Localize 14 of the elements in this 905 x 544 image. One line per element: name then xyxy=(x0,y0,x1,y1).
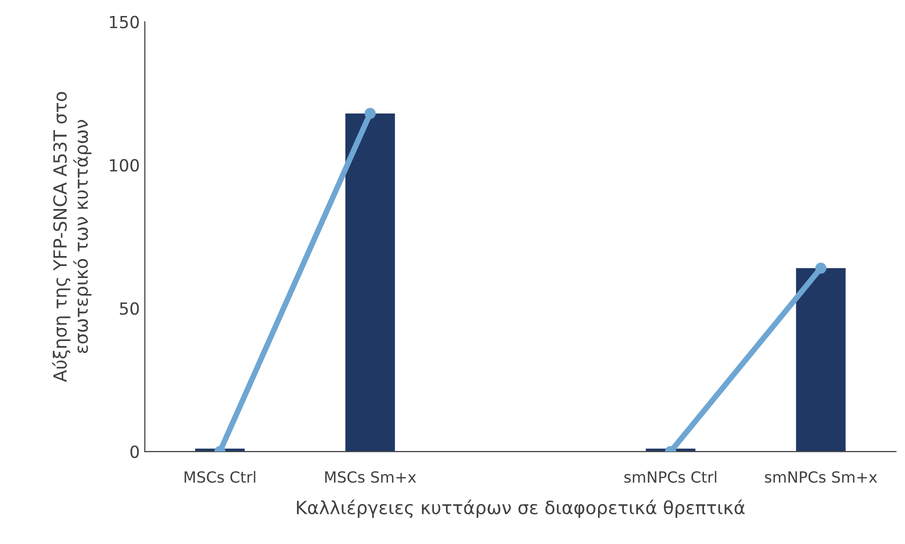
point xyxy=(815,262,826,274)
point xyxy=(364,108,376,119)
y-axis-title: Αύξηση της YFP-SNCA A53T στο εσωτερικό των κυττάρων xyxy=(52,92,92,382)
y-tick-label: 100 xyxy=(110,158,139,172)
x-tick-label: MSCs Ctrl xyxy=(184,470,256,483)
bar xyxy=(345,113,395,452)
y-tick-label: 50 xyxy=(120,302,139,315)
bar xyxy=(796,268,846,452)
x-tick-label: smNPCs Sm+x xyxy=(764,471,878,483)
x-axis-title: Καλλιέργειες κυττάρων σε διαφορετικά θρεπτικά xyxy=(296,500,745,518)
y-tick-label: 150 xyxy=(110,16,139,28)
x-tick-label: smNPCs Ctrl xyxy=(624,470,716,483)
x-tick-label: MSCs Sm+x xyxy=(325,471,416,483)
y-tick-label: 0 xyxy=(130,445,139,458)
